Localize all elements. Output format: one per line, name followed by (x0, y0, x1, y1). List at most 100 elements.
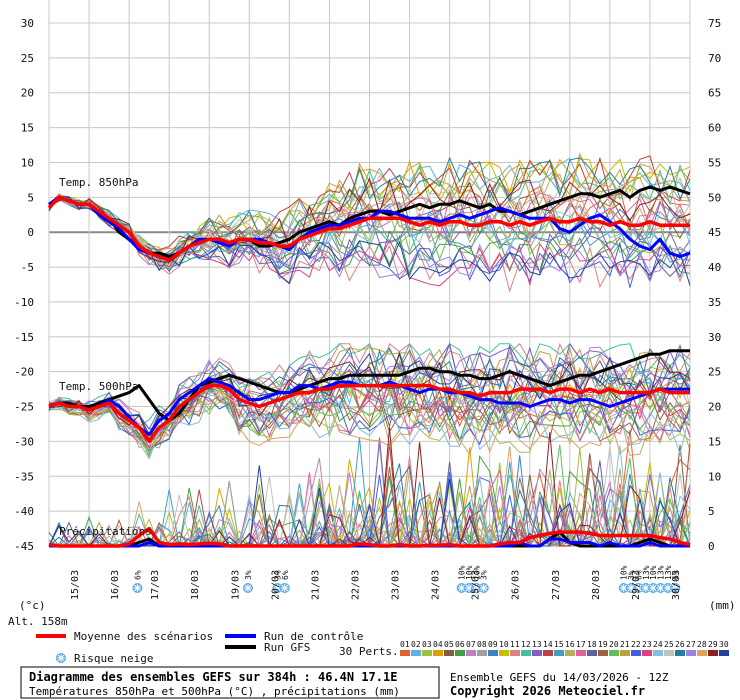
member-number: 24 (653, 640, 663, 649)
member-swatch (422, 650, 432, 656)
member-swatch (653, 650, 663, 656)
date-label: 28/03 (591, 570, 602, 600)
left-tick-label: 20 (21, 87, 34, 100)
date-label: 23/03 (391, 570, 402, 600)
member-t500-line (48, 401, 691, 457)
left-tick-label: -40 (14, 505, 34, 518)
member-number: 22 (631, 640, 641, 649)
footer-run: Ensemble GEFS du 14/03/2026 - 12Z (450, 671, 669, 684)
date-label: 18/03 (190, 570, 201, 600)
snowflake-strokes (619, 584, 628, 592)
snowflake-strokes (273, 584, 282, 592)
member-number: 05 (444, 640, 454, 649)
left-tick-label: -10 (14, 296, 34, 309)
member-swatch (400, 650, 410, 656)
member-number: 15 (554, 640, 564, 649)
date-label: 30/03 (671, 570, 682, 600)
footer-copyright: Copyright 2026 Meteociel.fr (450, 684, 645, 698)
date-label: 20/03 (270, 570, 281, 600)
snowflake-strokes (133, 584, 142, 592)
legend: Moyenne des scénarios Run de contrôle Ru… (36, 630, 729, 665)
right-tick-label: 40 (708, 261, 721, 274)
legend-perts-label: 30 Perts. (339, 645, 399, 658)
member-number: 21 (620, 640, 630, 649)
legend-snowflake-icon (56, 653, 66, 663)
snowflake-strokes (634, 584, 643, 592)
member-swatch (587, 650, 597, 656)
member-number: 07 (466, 640, 476, 649)
member-number: 29 (708, 640, 718, 649)
left-axis-ticks: 30 25 20 15 10 5 0 -5 -10 -15 -20 -25 -30 -35 -40 -45 (14, 17, 34, 553)
member-swatch (543, 650, 553, 656)
snow-risk-pct: 6% (634, 570, 643, 580)
snowflake-strokes (280, 584, 289, 592)
date-label: 22/03 (350, 570, 361, 600)
member-t500-line (48, 352, 691, 436)
snowflake-strokes (671, 584, 680, 592)
snowflake-strokes (457, 584, 466, 592)
right-tick-label: 45 (708, 226, 721, 239)
member-number: 02 (411, 640, 421, 649)
member-swatch (576, 650, 586, 656)
run-gfs-t500-line (48, 349, 690, 422)
member-number: 27 (686, 640, 696, 649)
snowflake-icon (242, 583, 253, 593)
snow-risk-pct: 10% (465, 565, 474, 580)
left-tick-label: 15 (21, 122, 34, 135)
date-label: 29/03 (631, 570, 642, 600)
left-tick-label: -30 (14, 435, 34, 448)
member-swatch (697, 650, 707, 656)
left-tick-label: 30 (21, 17, 34, 30)
main-series (47, 185, 691, 548)
right-tick-label: 30 (708, 331, 721, 344)
snowflake-strokes (472, 584, 481, 592)
snowflake-strokes (641, 584, 650, 592)
member-t850-line (48, 156, 691, 255)
right-tick-label: 15 (708, 435, 721, 448)
snowflake-icon (478, 583, 489, 593)
member-number: 06 (455, 640, 465, 649)
right-tick-label: 55 (708, 156, 721, 169)
snow-risk-pct: 3% (244, 570, 253, 580)
snow-risk-pct: 13% (664, 565, 673, 580)
snowflake-strokes (627, 584, 636, 592)
footer-subtitle: Températures 850hPa et 500hPa (°C) , pré… (29, 685, 400, 698)
snowflake-icon (655, 583, 666, 593)
member-number: 14 (543, 640, 553, 649)
snow-risk-pct: 6% (671, 570, 680, 580)
snow-risk-pct: 13% (642, 565, 651, 580)
member-number: 11 (510, 640, 520, 649)
right-tick-label: 60 (708, 122, 721, 135)
snow-risk-pct: 6% (281, 570, 290, 580)
member-swatch (510, 650, 520, 656)
snow-risk-pct: 10% (649, 565, 658, 580)
member-number: 23 (642, 640, 652, 649)
member-swatch (598, 650, 608, 656)
member-number: 03 (422, 640, 432, 649)
date-labels: 15/03 16/03 17/03 18/03 19/03 20/03 21/03 22/03… (70, 570, 682, 600)
left-tick-label: -15 (14, 331, 34, 344)
member-swatch (488, 650, 498, 656)
legend-gfs-label: Run GFS (264, 641, 310, 654)
date-label: 16/03 (110, 570, 121, 600)
date-label: 21/03 (310, 570, 321, 600)
left-tick-label: 25 (21, 52, 34, 65)
label-t500: Temp. 500hPa (59, 380, 138, 393)
snow-risk-pct: 3% (480, 570, 489, 580)
member-swatch (609, 650, 619, 656)
member-number: 26 (675, 640, 685, 649)
member-swatch (686, 650, 696, 656)
member-swatch (664, 650, 674, 656)
snowflake-icon (640, 583, 651, 593)
snowflake-strokes (464, 584, 473, 592)
snowflake-icon (648, 583, 659, 593)
right-tick-label: 75 (708, 17, 721, 30)
snow-risk-markers: 6% 3% 3%6% 10%10%10%3% 10%3%6%13%10%13%13%6% (132, 565, 681, 593)
right-tick-label: 35 (708, 296, 721, 309)
member-t850-line (48, 188, 691, 269)
member-number: 18 (587, 640, 597, 649)
snow-risk-pct: 13% (657, 565, 666, 580)
member-number: 04 (433, 640, 443, 649)
member-number: 10 (499, 640, 509, 649)
member-legend: 01 02 03 04 05 06 07 08 09 10 11 12 13 14 15 16 17 18 19 20… (400, 640, 729, 656)
